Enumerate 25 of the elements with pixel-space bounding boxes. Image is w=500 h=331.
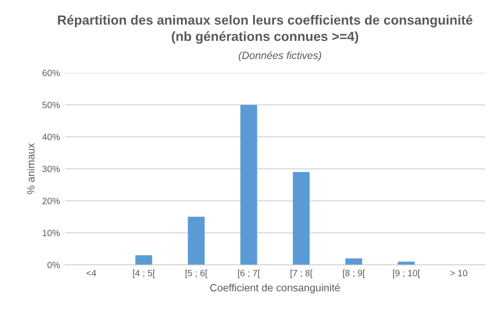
y-tick-label: 30% — [42, 166, 60, 172]
bar — [345, 258, 362, 265]
x-tick-label: [4 ; 5[ — [133, 270, 155, 278]
bar — [135, 255, 152, 265]
chart-title: Répartition des animaux selon leurs coefficients de consanguinité (nb générations connues >=4) — [58, 14, 472, 44]
bar — [240, 104, 258, 265]
x-tick-label: [9 ; 10[ — [393, 270, 420, 278]
x-tick-label: [5 ; 6[ — [186, 270, 208, 278]
x-tick-label: [8 ; 9[ — [343, 270, 365, 278]
x-tick-label: [6 ; 7[ — [238, 270, 260, 278]
y-tick-label: 60% — [42, 70, 60, 76]
y-tick-label: 0% — [47, 262, 60, 268]
y-tick-label: 10% — [42, 230, 60, 236]
y-tick-label: 20% — [42, 198, 60, 204]
bar — [292, 172, 310, 265]
y-axis-title: % animaux — [26, 143, 34, 194]
chart-subtitle: (Données fictives) — [238, 51, 322, 62]
x-axis-title: Coefficient de consanguinité — [210, 284, 340, 294]
y-tick-label: 50% — [42, 102, 60, 108]
x-tick-label: [7 ; 8[ — [290, 270, 312, 278]
y-tick-label: 40% — [42, 134, 60, 140]
x-tick-label: > 10 — [450, 270, 468, 276]
bar — [188, 216, 205, 265]
bar — [398, 262, 415, 265]
x-tick-label: <4 — [86, 270, 96, 276]
